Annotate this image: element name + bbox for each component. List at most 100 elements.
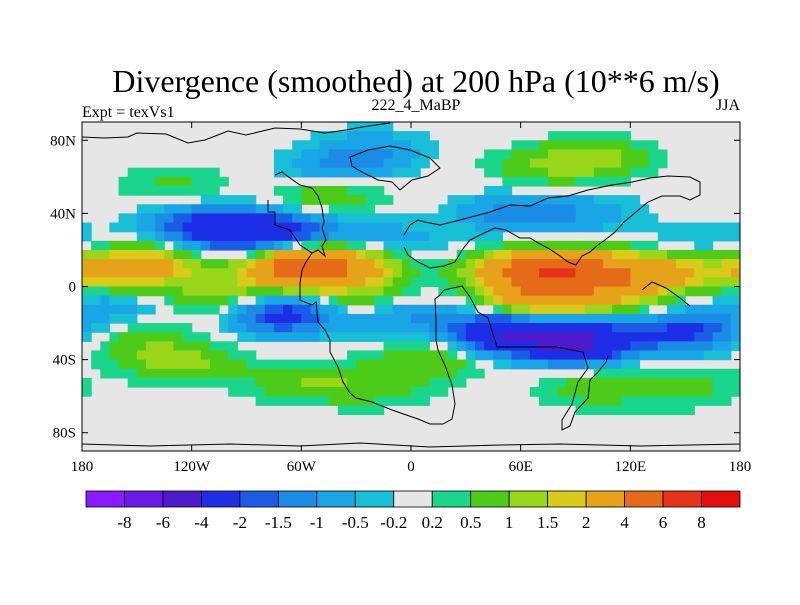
field-cell [529, 341, 540, 352]
field-cell [356, 185, 366, 196]
field-cell [310, 332, 321, 342]
field-cell [237, 387, 248, 397]
field-cell [401, 313, 412, 324]
field-cell [356, 259, 366, 269]
field-cell [401, 359, 412, 370]
field-cell [511, 222, 522, 233]
field-cell [319, 368, 330, 379]
field-cell [511, 213, 522, 224]
field-cell [538, 323, 549, 333]
field-cell [538, 140, 549, 151]
field-cell [566, 304, 577, 315]
field-cell [538, 259, 549, 269]
field-cell [182, 286, 193, 297]
field-cell [383, 332, 394, 342]
x-tick-label: 60E [509, 459, 533, 475]
field-cell [310, 396, 321, 406]
field-cell [127, 295, 138, 306]
field-cell [109, 313, 120, 324]
field-cell [392, 323, 403, 333]
field-cell [593, 323, 604, 333]
field-cell [712, 286, 723, 297]
field-cell [337, 240, 348, 251]
field-cell [273, 295, 284, 306]
field-cell [365, 185, 376, 196]
field-cell [520, 350, 531, 361]
field-cell [209, 304, 220, 315]
field-cell [602, 295, 613, 306]
field-cell [219, 313, 229, 324]
field-cell [456, 323, 467, 333]
field-cell [374, 158, 385, 169]
field-cell [584, 176, 595, 187]
field-cell [301, 213, 312, 224]
field-cell [155, 368, 165, 379]
field-cell [209, 268, 220, 278]
field-cell [456, 249, 467, 260]
field-cell [630, 341, 641, 352]
field-cell [593, 131, 604, 141]
field-cell [255, 304, 266, 315]
field-cell [292, 259, 302, 269]
field-cell [630, 313, 641, 324]
field-cell [145, 204, 156, 214]
field-cell [283, 304, 293, 315]
field-cell [447, 323, 458, 333]
field-cell [374, 350, 385, 361]
field-cell [283, 249, 293, 260]
field-cell [630, 167, 641, 178]
field-cell [621, 332, 631, 342]
field-cell [264, 387, 275, 397]
field-cell [264, 286, 275, 297]
field-cell [639, 323, 650, 333]
field-cell [182, 359, 193, 370]
field-cell [621, 140, 631, 151]
colorbar-label: 4 [620, 513, 629, 532]
field-cell [648, 167, 659, 178]
field-cell [639, 158, 650, 169]
field-cell [721, 323, 732, 333]
field-cell [639, 350, 650, 361]
field-cell [328, 332, 339, 342]
field-cell [730, 341, 740, 352]
field-cell [219, 204, 229, 214]
field-cell [447, 222, 458, 233]
field-cell [575, 405, 586, 416]
field-cell [383, 249, 394, 260]
field-cell [602, 323, 613, 333]
field-cell [639, 167, 650, 178]
field-cell [328, 231, 339, 242]
field-cell [255, 286, 266, 297]
field-cell [228, 295, 238, 306]
field-cell [676, 387, 686, 397]
field-cell [82, 332, 92, 342]
field-cell [246, 222, 257, 233]
field-cell [511, 195, 522, 205]
field-cell [292, 396, 302, 406]
field-cell [630, 222, 641, 233]
field-cell [191, 268, 202, 278]
colorbar-label: -0.2 [380, 513, 407, 532]
field-cell [721, 313, 732, 324]
field-cell [273, 396, 284, 406]
field-cell [584, 341, 595, 352]
field-cell [529, 323, 540, 333]
field-cell [511, 313, 522, 324]
coastline-america [299, 252, 456, 425]
field-cell [292, 387, 302, 397]
field-cell [383, 140, 394, 151]
x-axis: 180 120W 60W 0 60E 120E 180 [71, 122, 751, 475]
field-cell [310, 185, 321, 196]
field-cell [456, 268, 467, 278]
field-cell [465, 332, 476, 342]
field-cell [319, 332, 330, 342]
field-cell [337, 304, 348, 315]
field-cell [703, 304, 714, 315]
field-cell [347, 122, 357, 132]
field-cell [676, 332, 686, 342]
field-cell [584, 213, 595, 224]
field-cell [447, 195, 458, 205]
field-cell [145, 359, 156, 370]
field-cell [292, 277, 302, 288]
field-cell [612, 405, 622, 416]
